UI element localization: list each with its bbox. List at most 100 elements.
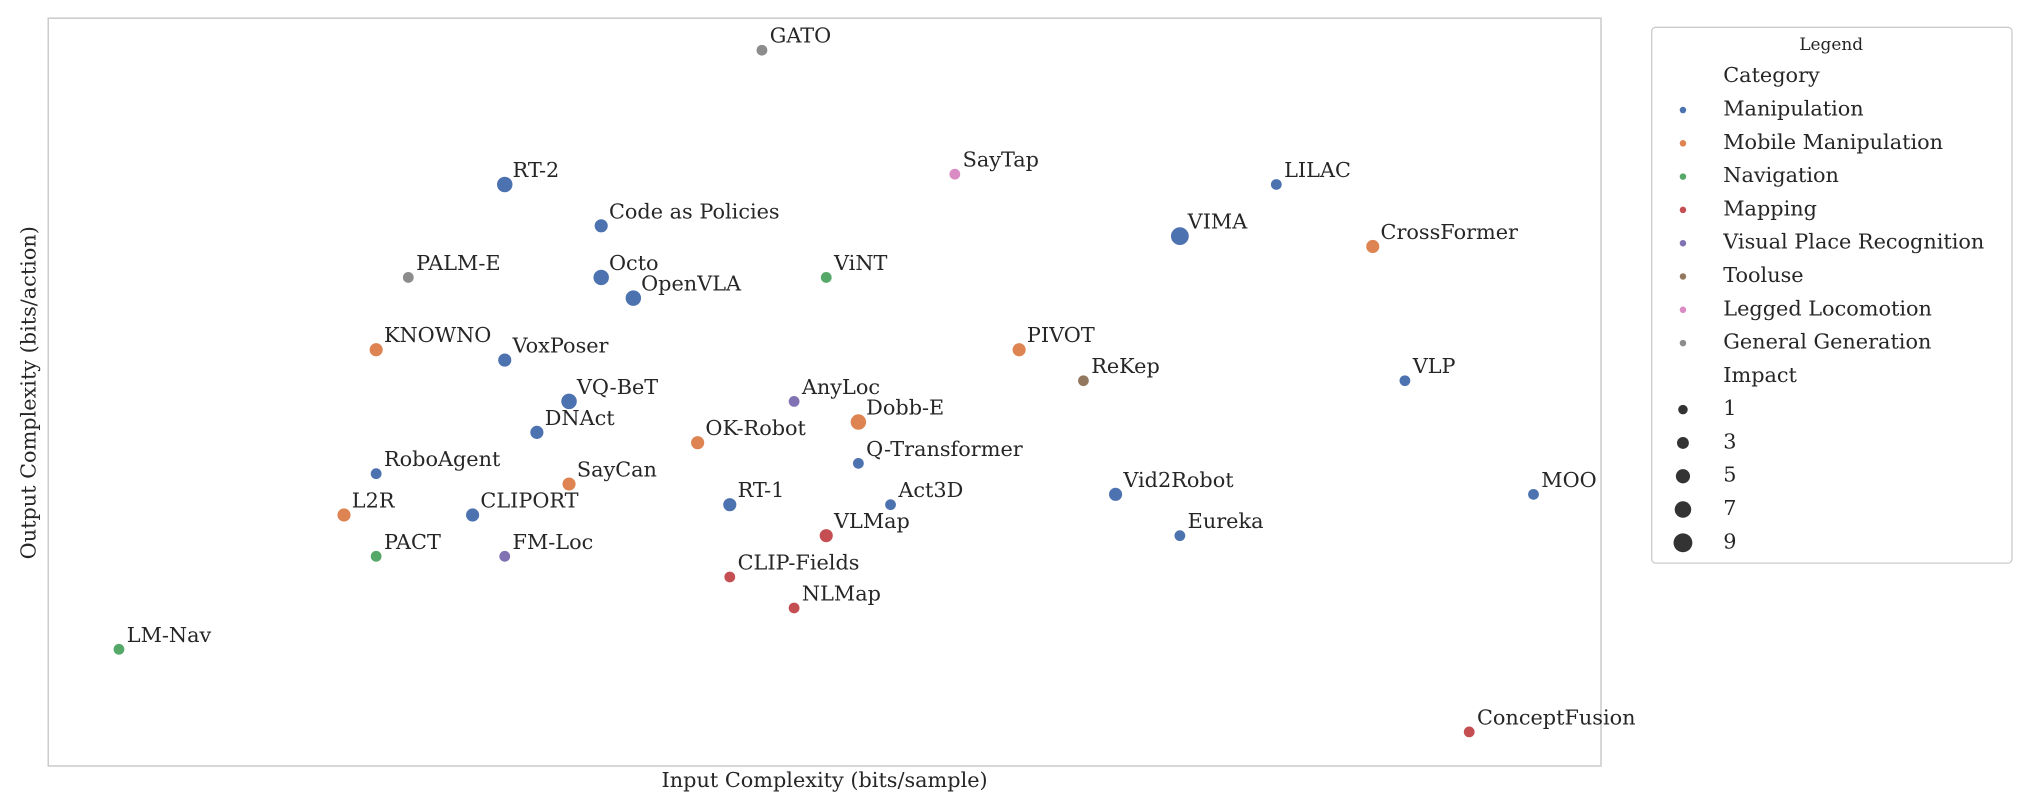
legend-marker: [1679, 173, 1687, 180]
point-label: LM-Nav: [127, 623, 212, 647]
point-label: Q-Transformer: [866, 437, 1023, 461]
point: [529, 424, 545, 440]
point-label: ViNT: [833, 251, 888, 275]
point-label: ConceptFusion: [1477, 705, 1636, 729]
point: [1269, 178, 1283, 191]
y-axis-label: Output Complexity (bits/action): [17, 226, 41, 559]
point-label: Eureka: [1188, 509, 1264, 533]
point-label: RoboAgent: [384, 447, 501, 471]
legend-marker: [1679, 106, 1687, 114]
legend-label: Visual Place Recognition: [1722, 230, 1984, 254]
point: [464, 507, 481, 523]
legend-label: Navigation: [1723, 163, 1839, 187]
point-label: CLIP-Fields: [738, 550, 860, 574]
point-label: GATO: [770, 24, 831, 48]
point-label: VLMap: [833, 509, 910, 533]
point: [498, 549, 512, 563]
point: [948, 167, 962, 181]
point: [112, 642, 126, 656]
point-label: L2R: [352, 488, 396, 512]
point: [561, 476, 577, 492]
legend-title: Legend: [1799, 34, 1863, 54]
point: [401, 271, 415, 284]
point: [851, 456, 865, 470]
point: [1527, 487, 1540, 501]
legend-marker: [1679, 339, 1687, 347]
point-label: NLMap: [802, 581, 881, 605]
point-label: LILAC: [1284, 158, 1351, 182]
legend-size-marker: [1677, 437, 1689, 449]
point: [787, 394, 801, 408]
point: [560, 392, 578, 411]
point: [1169, 226, 1190, 247]
point: [624, 289, 643, 307]
point-label: PALM-E: [416, 251, 500, 275]
legend-size-marker: [1673, 533, 1693, 553]
point: [722, 497, 738, 513]
legend-heading: Impact: [1723, 363, 1797, 387]
point-label: VIMA: [1187, 210, 1249, 234]
legend-label: Tooluse: [1723, 263, 1803, 287]
point-label: VLP: [1412, 354, 1456, 378]
point: [1365, 238, 1381, 255]
legend-box: [1651, 26, 2013, 564]
point: [592, 268, 610, 287]
legend-marker: [1679, 206, 1687, 214]
legend-marker: [1679, 239, 1687, 247]
point-label: CLIPORT: [480, 488, 578, 512]
point: [1462, 725, 1476, 739]
point-label: RT-1: [738, 478, 785, 502]
legend-label: 1: [1723, 396, 1736, 420]
point: [593, 218, 609, 234]
point: [723, 570, 737, 584]
point: [787, 601, 801, 615]
x-axis-label: Input Complexity (bits/sample): [662, 768, 988, 792]
point-label: Act3D: [897, 478, 963, 502]
point-label: MOO: [1541, 468, 1596, 492]
point-label: ReKep: [1091, 354, 1160, 378]
legend-size-marker: [1674, 501, 1692, 518]
point: [368, 342, 384, 358]
point-label: CrossFormer: [1381, 220, 1519, 244]
legend-label: 3: [1723, 429, 1736, 453]
point-label: SayCan: [577, 458, 657, 482]
point-label: FM-Loc: [513, 530, 594, 554]
point-label: KNOWNO: [384, 323, 491, 347]
legend-marker: [1679, 306, 1687, 314]
point: [1076, 374, 1090, 388]
point: [1173, 529, 1187, 543]
legend-label: Mapping: [1723, 196, 1817, 220]
legend-label: Mobile Manipulation: [1723, 130, 1943, 154]
point-label: RT-2: [513, 158, 560, 182]
point: [369, 549, 383, 563]
legend-label: Legged Locomotion: [1723, 296, 1932, 320]
point-label: SayTap: [963, 148, 1039, 172]
point: [1398, 374, 1412, 388]
legend-label: 9: [1723, 529, 1736, 553]
point-label: PIVOT: [1027, 323, 1095, 347]
point: [336, 507, 352, 523]
legend-size-marker: [1675, 469, 1691, 484]
point-label: OK-Robot: [705, 416, 806, 440]
point-label: AnyLoc: [801, 375, 880, 399]
point: [818, 528, 834, 544]
point: [755, 43, 769, 57]
legend-label: 7: [1723, 496, 1736, 520]
point: [849, 413, 868, 431]
legend-label: 5: [1723, 463, 1736, 487]
point-label: Code as Policies: [609, 199, 780, 223]
point-label: PACT: [384, 530, 441, 554]
point-label: OpenVLA: [641, 272, 742, 296]
point: [497, 352, 513, 368]
legend-heading: Category: [1723, 63, 1820, 87]
legend-size-marker: [1678, 404, 1688, 415]
point: [819, 271, 833, 284]
point-label: DNAct: [545, 406, 616, 430]
point-label: Vid2Robot: [1122, 468, 1234, 492]
point: [369, 467, 383, 481]
legend-marker: [1679, 140, 1687, 147]
point-label: Dobb-E: [866, 396, 944, 420]
point: [884, 498, 897, 512]
